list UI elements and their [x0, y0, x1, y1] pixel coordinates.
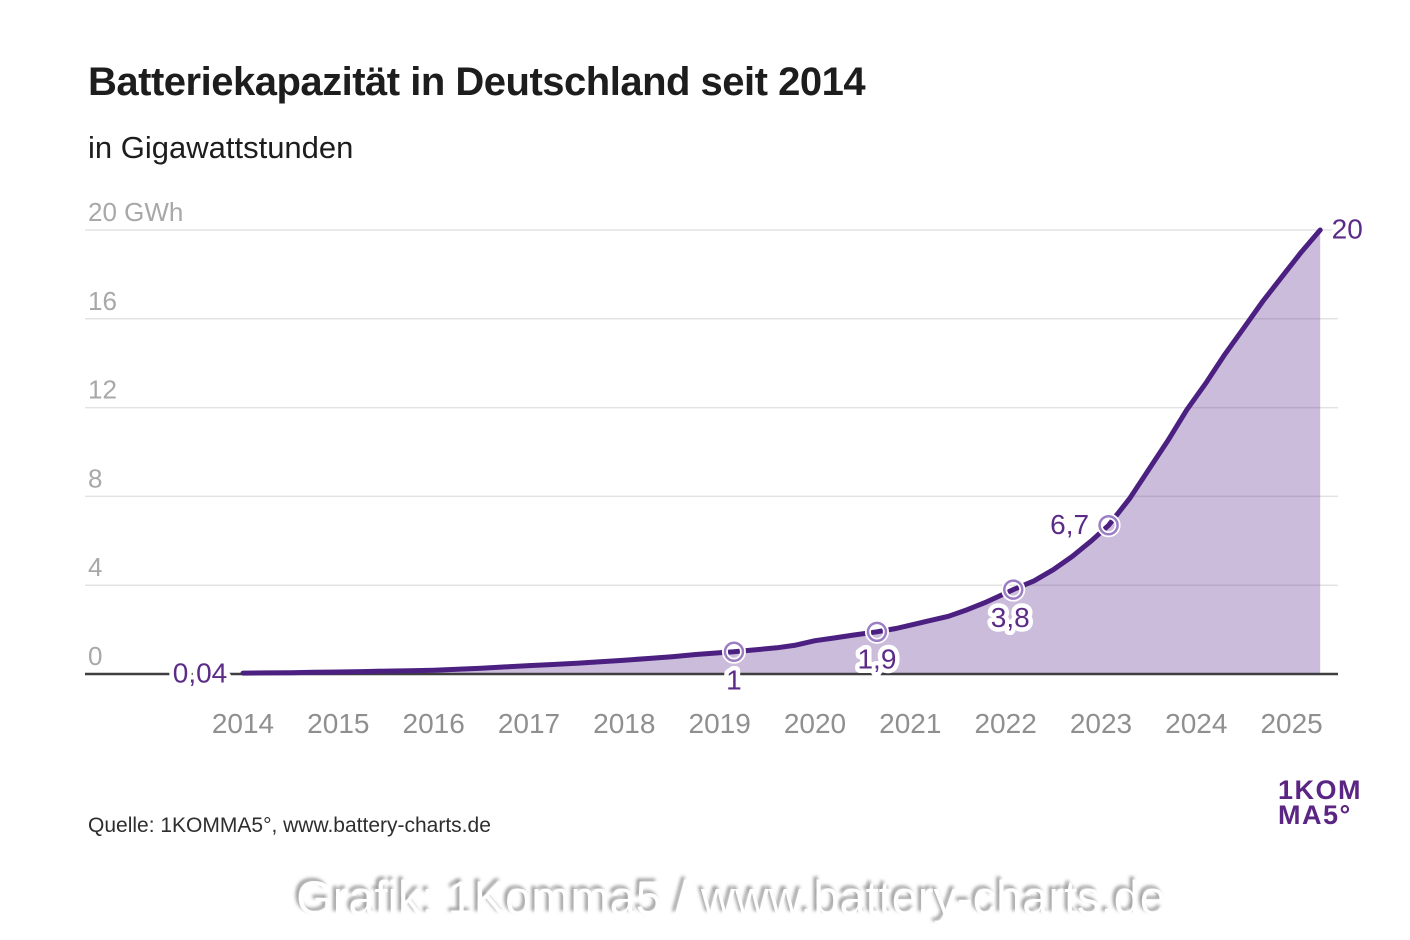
x-axis-tick-label: 2014 — [212, 708, 274, 739]
value-label: 0,04 — [173, 658, 228, 689]
milestone-marker — [1003, 579, 1024, 600]
y-axis-tick-label: 0 — [88, 641, 102, 671]
x-axis-tick-label: 2020 — [784, 708, 846, 739]
x-axis-tick-label: 2016 — [403, 708, 465, 739]
y-axis-tick-label: 4 — [88, 552, 102, 582]
milestone-marker — [1098, 515, 1119, 536]
x-axis-tick-label: 2025 — [1260, 708, 1322, 739]
watermark-text: Grafik: 1Komma5 / www.battery-charts.de — [296, 871, 1167, 924]
capacity-line — [240, 227, 1323, 676]
source-text: Quelle: 1KOMMA5°, www.battery-charts.de — [88, 814, 491, 837]
brand-logo-line2: MA5° — [1277, 800, 1352, 830]
chart-title: Batteriekapazität in Deutschland seit 20… — [88, 60, 866, 104]
x-axis-tick-label: 2021 — [879, 708, 941, 739]
x-axis-tick-label: 2023 — [1070, 708, 1132, 739]
y-axis-tick-label: 8 — [88, 463, 102, 493]
y-axis-tick-label: 16 — [88, 286, 117, 316]
value-label: 3,8 — [991, 602, 1030, 633]
chart-subtitle: in Gigawattstunden — [88, 130, 354, 165]
brand-logo-line1: 1KOM — [1277, 775, 1362, 805]
y-axis-tick-label: 20 GWh — [88, 197, 183, 227]
x-axis-tick-label: 2022 — [974, 708, 1036, 739]
value-label: 1,9 — [857, 643, 896, 674]
value-label: 20 — [1332, 214, 1363, 245]
x-axis-tick-label: 2019 — [689, 708, 751, 739]
milestone-marker — [866, 621, 888, 643]
area-fill — [243, 230, 1321, 674]
x-axis-tick-label: 2017 — [498, 708, 560, 739]
milestone-marker — [723, 641, 745, 663]
x-axis-tick-label: 2015 — [307, 708, 369, 739]
value-label: 6,7 — [1050, 509, 1089, 540]
x-axis-tick-label: 2018 — [593, 708, 655, 739]
x-axis-tick-label: 2024 — [1165, 708, 1227, 739]
brand-logo: 1KOM MA5° — [1277, 775, 1362, 830]
value-label: 1 — [726, 664, 742, 695]
y-axis-tick-label: 12 — [88, 375, 117, 405]
